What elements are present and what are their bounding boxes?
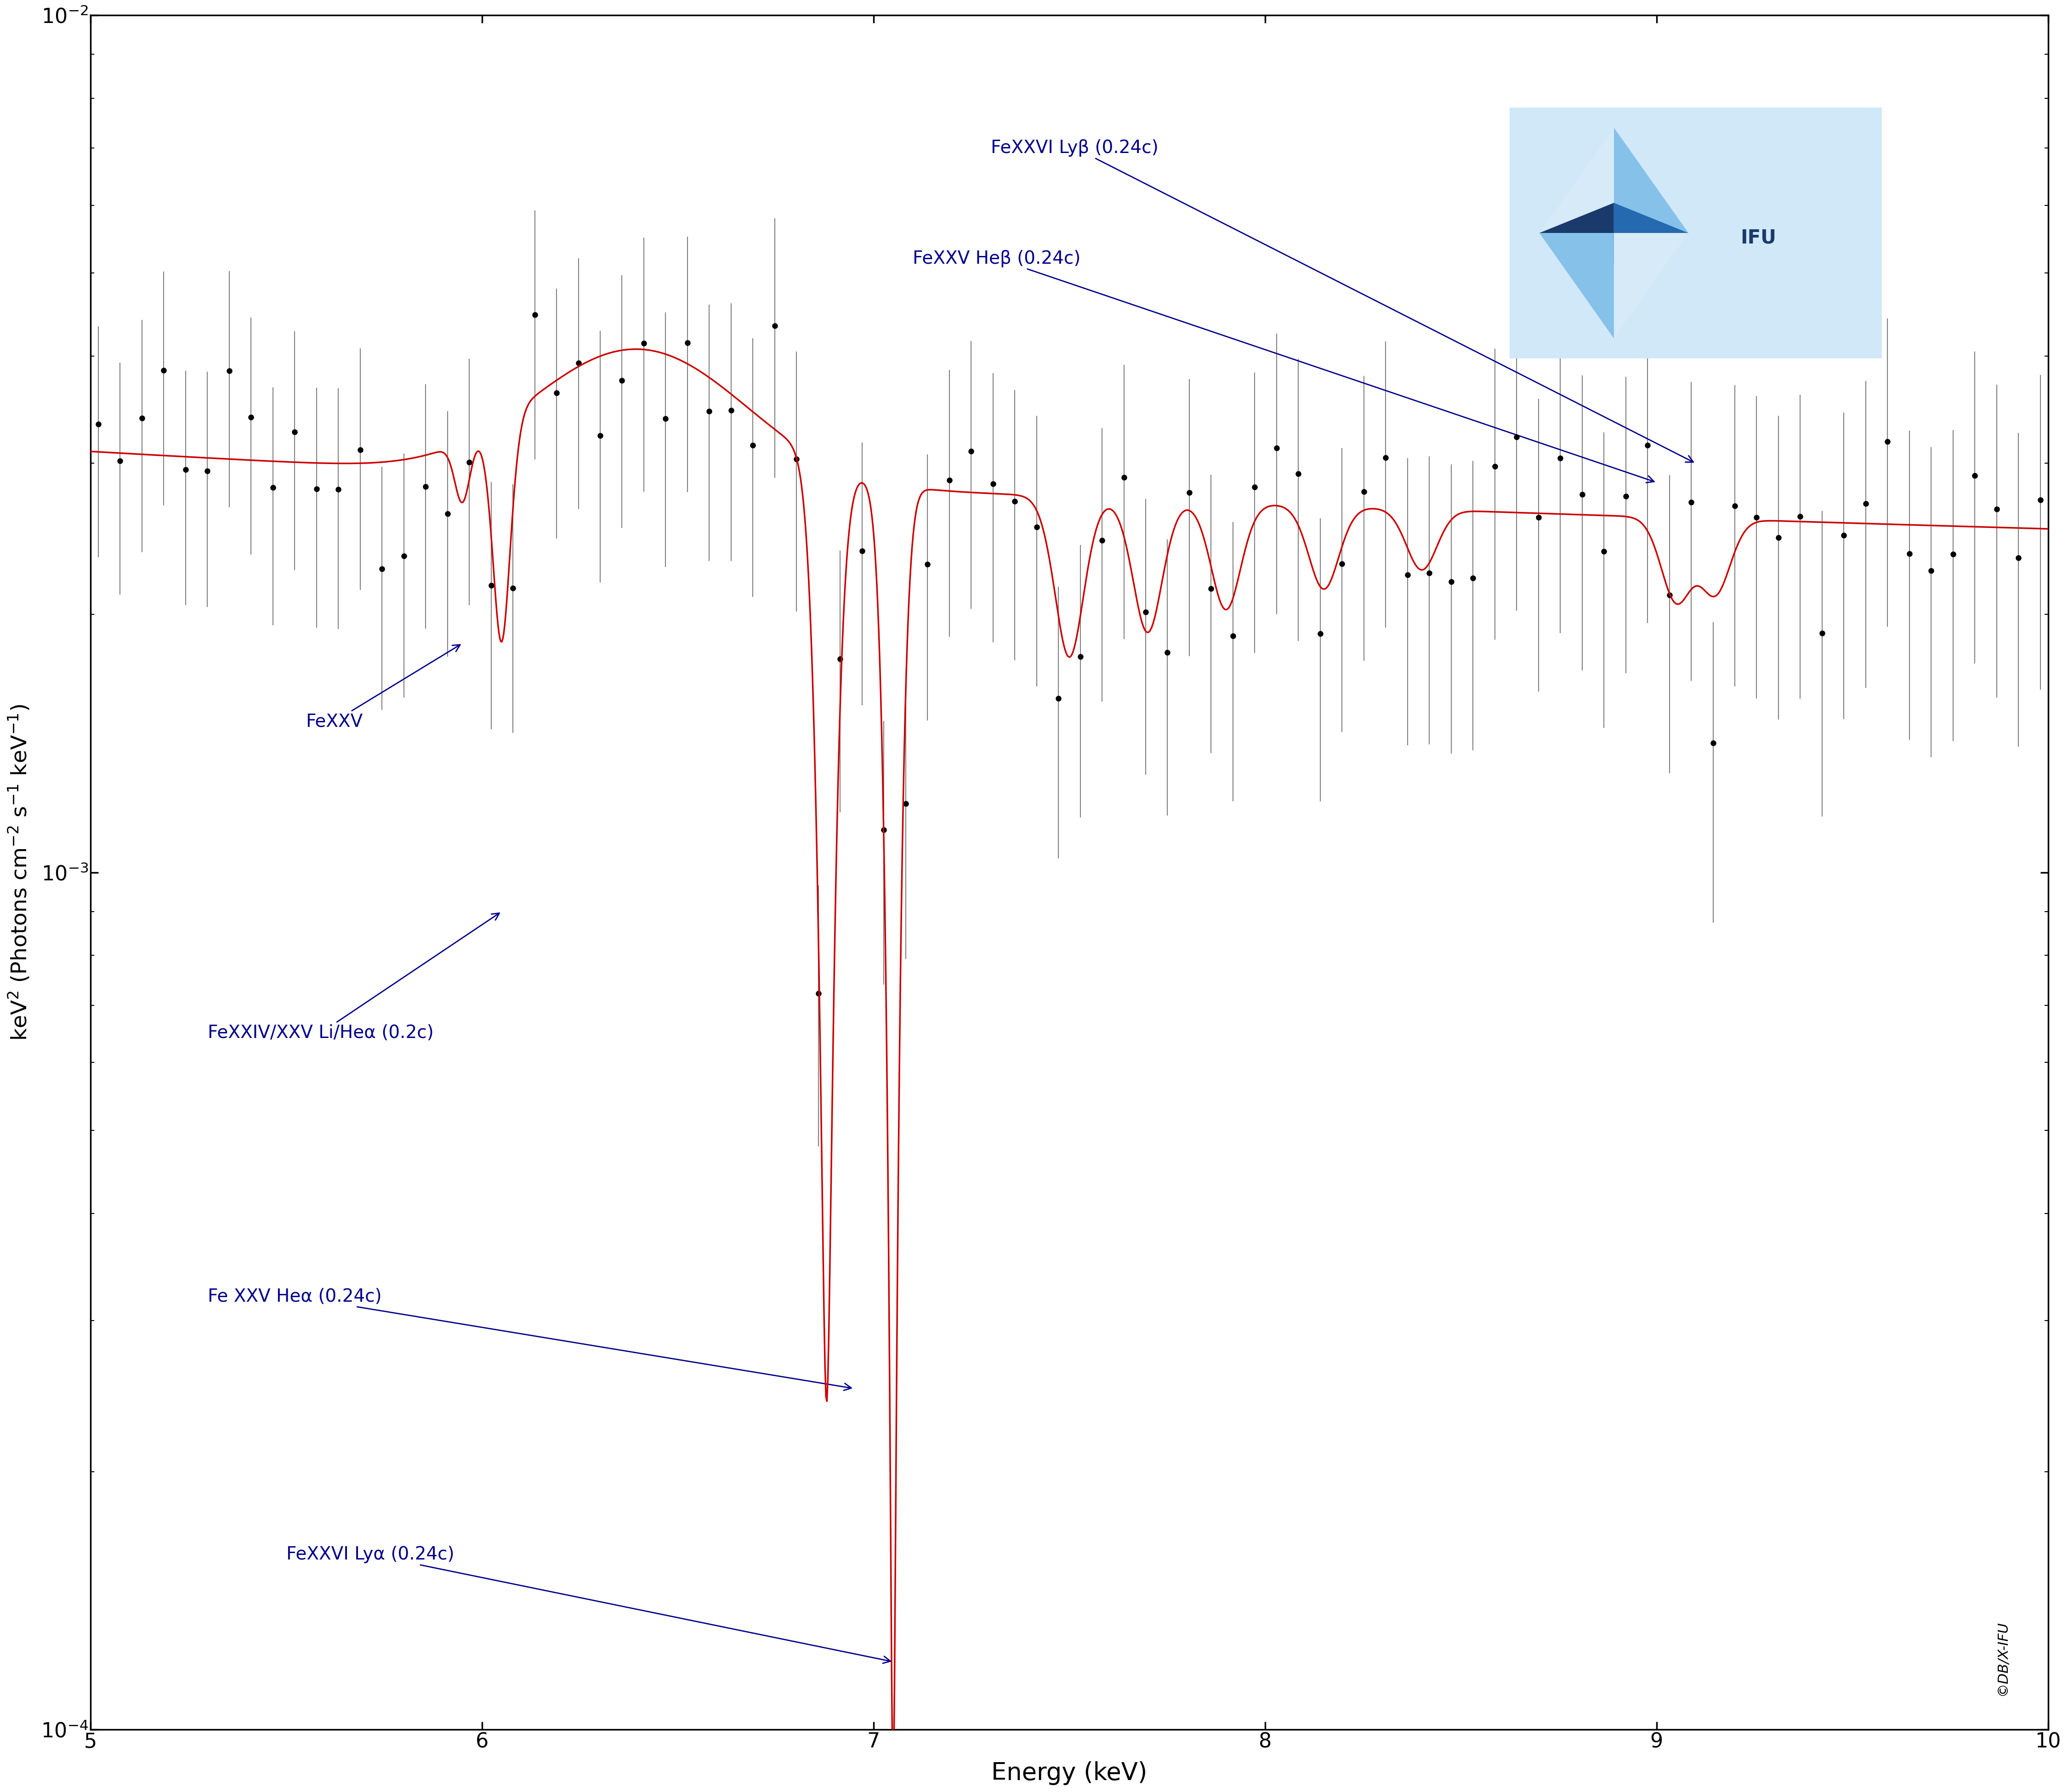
Polygon shape <box>1539 233 1613 339</box>
Text: ©DB/X-IFU: ©DB/X-IFU <box>1996 1620 2008 1695</box>
Polygon shape <box>1539 127 1613 233</box>
Text: FeXXIV/XXV Li/Heα (0.2c): FeXXIV/XXV Li/Heα (0.2c) <box>209 914 498 1041</box>
Text: FeXXV: FeXXV <box>306 645 459 729</box>
Text: FeXXV Heβ (0.24c): FeXXV Heβ (0.24c) <box>912 249 1654 482</box>
Polygon shape <box>1539 233 1613 263</box>
Polygon shape <box>1613 202 1687 233</box>
Text: IFU: IFU <box>1741 228 1776 247</box>
Text: FeXXVI Lyβ (0.24c): FeXXVI Lyβ (0.24c) <box>991 140 1694 462</box>
Polygon shape <box>1613 127 1687 233</box>
Polygon shape <box>1539 202 1613 233</box>
Text: Fe XXV Heα (0.24c): Fe XXV Heα (0.24c) <box>209 1288 852 1391</box>
FancyBboxPatch shape <box>1491 95 1900 371</box>
X-axis label: Energy (keV): Energy (keV) <box>991 1762 1148 1785</box>
Polygon shape <box>1613 233 1687 263</box>
Text: FeXXVI Lyα (0.24c): FeXXVI Lyα (0.24c) <box>285 1546 891 1663</box>
Polygon shape <box>1613 233 1687 339</box>
Y-axis label: keV$^2$ (Photons cm$^{-2}$ s$^{-1}$ keV$^{-1}$): keV$^2$ (Photons cm$^{-2}$ s$^{-1}$ keV$… <box>6 704 31 1041</box>
